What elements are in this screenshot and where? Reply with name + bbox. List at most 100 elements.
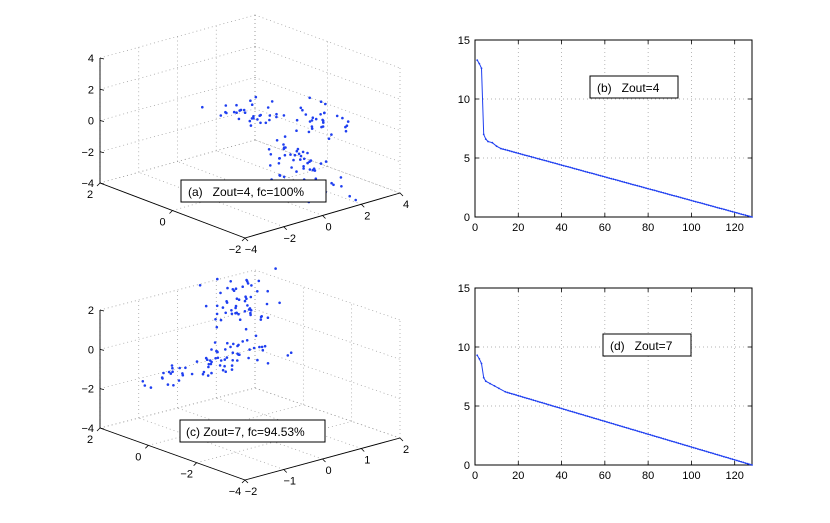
z-tick <box>99 348 105 351</box>
annotation-text-c: (c) Zout=7, fc=94.53% <box>186 425 305 439</box>
x-tick-label: 120 <box>726 470 744 482</box>
data-point <box>330 181 333 185</box>
data-point <box>681 197 684 200</box>
data-point <box>257 279 261 283</box>
data-point <box>493 385 496 387</box>
x-tick-label: 0 <box>472 222 478 234</box>
y-tick-label: −2 <box>229 244 242 256</box>
data-point <box>666 439 669 441</box>
data-point <box>707 451 710 454</box>
data-point <box>712 205 714 208</box>
data-point <box>308 168 312 171</box>
data-point <box>673 194 675 197</box>
data-point <box>292 158 295 162</box>
data-point <box>668 439 671 442</box>
data-point <box>612 178 615 181</box>
data-point <box>320 125 323 129</box>
data-point <box>234 287 238 291</box>
data-point <box>603 420 606 423</box>
data-point <box>230 368 234 371</box>
data-point <box>515 151 517 154</box>
data-point <box>679 442 682 445</box>
data-point <box>268 118 271 122</box>
z-tick-label: −4 <box>81 178 94 190</box>
data-point <box>731 458 734 461</box>
data-point <box>235 297 239 301</box>
data-point <box>243 111 247 114</box>
y-tick-label: −4 <box>229 486 242 498</box>
data-point <box>664 438 667 441</box>
data-point <box>718 207 721 210</box>
data-point <box>237 117 241 121</box>
x-tick-label: 80 <box>642 222 654 234</box>
data-point <box>569 166 572 169</box>
data-point <box>595 173 598 176</box>
data-point <box>484 138 487 141</box>
data-point <box>295 149 299 153</box>
data-point <box>482 376 485 379</box>
data-point <box>623 181 626 184</box>
x-tick-label: 20 <box>512 470 524 482</box>
data-point <box>226 286 229 290</box>
data-point <box>170 364 174 367</box>
data-point <box>681 443 684 446</box>
data-point <box>172 384 175 387</box>
z-tick <box>99 151 105 154</box>
floor-gridline <box>254 139 401 194</box>
data-point <box>578 412 580 415</box>
data-point <box>250 284 253 287</box>
data-point <box>716 206 719 209</box>
data-point <box>319 113 322 116</box>
data-point <box>649 188 652 191</box>
data-point <box>201 372 205 376</box>
data-point <box>606 176 608 179</box>
y-tick <box>241 479 246 484</box>
data-point <box>666 193 669 195</box>
data-point <box>268 114 272 117</box>
data-point <box>653 435 656 437</box>
y-tick <box>193 462 197 466</box>
data-point <box>638 430 641 433</box>
data-point <box>221 306 225 309</box>
data-point <box>232 342 235 346</box>
data-point <box>580 169 582 172</box>
data-point <box>642 432 645 434</box>
data-point <box>249 295 253 299</box>
data-point <box>508 392 511 394</box>
data-point <box>636 184 639 187</box>
data-point <box>606 421 608 423</box>
data-point <box>623 426 626 428</box>
data-point <box>237 312 240 316</box>
data-point <box>738 460 740 462</box>
data-point <box>252 117 255 120</box>
data-point <box>558 163 561 166</box>
data-point <box>567 165 569 168</box>
data-point <box>610 177 613 180</box>
data-point <box>586 171 589 174</box>
z-gridline <box>99 77 256 121</box>
data-point <box>690 199 693 202</box>
data-point <box>621 180 624 183</box>
data-point <box>701 449 704 452</box>
data-point <box>515 394 517 396</box>
data-point <box>534 157 537 159</box>
data-point <box>744 214 747 217</box>
data-point <box>751 216 753 218</box>
data-point <box>167 370 171 374</box>
data-point <box>565 408 567 411</box>
data-point <box>632 183 634 186</box>
data-point <box>621 425 624 428</box>
data-point <box>230 312 234 316</box>
data-point <box>662 437 665 440</box>
data-point <box>295 118 299 122</box>
subplot-b-line-chart: 0 20 40 60 80 100 120 0 5 10 15 (b) Zout=4 <box>458 35 753 234</box>
data-point <box>733 459 736 461</box>
data-point <box>662 191 665 194</box>
x-tick-label: 0 <box>472 470 478 482</box>
x-tick-label: 0 <box>325 222 331 234</box>
data-point <box>504 148 507 151</box>
data-point <box>263 344 267 348</box>
x-tick <box>360 203 365 208</box>
data-point <box>571 410 574 413</box>
